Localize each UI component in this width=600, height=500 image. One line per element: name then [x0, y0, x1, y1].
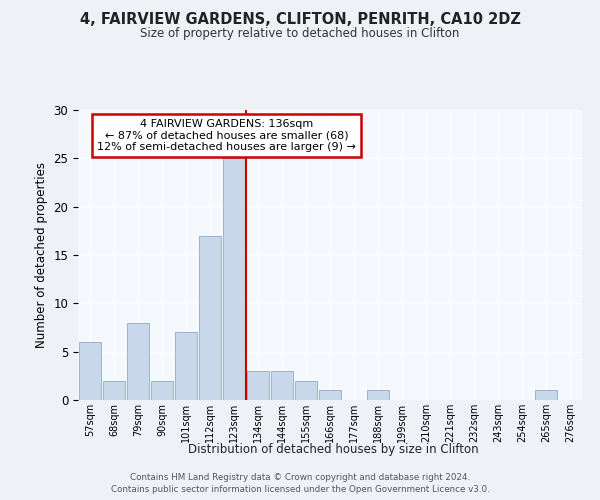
Bar	[535, 390, 557, 400]
Bar	[223, 158, 245, 400]
Bar	[79, 342, 101, 400]
Bar	[271, 371, 293, 400]
Bar	[295, 380, 317, 400]
Bar	[199, 236, 221, 400]
Bar	[367, 390, 389, 400]
Bar	[127, 322, 149, 400]
Text: 4 FAIRVIEW GARDENS: 136sqm
← 87% of detached houses are smaller (68)
12% of semi: 4 FAIRVIEW GARDENS: 136sqm ← 87% of deta…	[97, 118, 356, 152]
Bar	[151, 380, 173, 400]
Text: Contains HM Land Registry data © Crown copyright and database right 2024.: Contains HM Land Registry data © Crown c…	[130, 472, 470, 482]
Text: Contains public sector information licensed under the Open Government Licence v3: Contains public sector information licen…	[110, 485, 490, 494]
Bar	[175, 332, 197, 400]
Bar	[103, 380, 125, 400]
Bar	[319, 390, 341, 400]
Text: 4, FAIRVIEW GARDENS, CLIFTON, PENRITH, CA10 2DZ: 4, FAIRVIEW GARDENS, CLIFTON, PENRITH, C…	[80, 12, 520, 28]
Bar	[247, 371, 269, 400]
Text: Distribution of detached houses by size in Clifton: Distribution of detached houses by size …	[188, 442, 478, 456]
Text: Size of property relative to detached houses in Clifton: Size of property relative to detached ho…	[140, 28, 460, 40]
Y-axis label: Number of detached properties: Number of detached properties	[35, 162, 48, 348]
